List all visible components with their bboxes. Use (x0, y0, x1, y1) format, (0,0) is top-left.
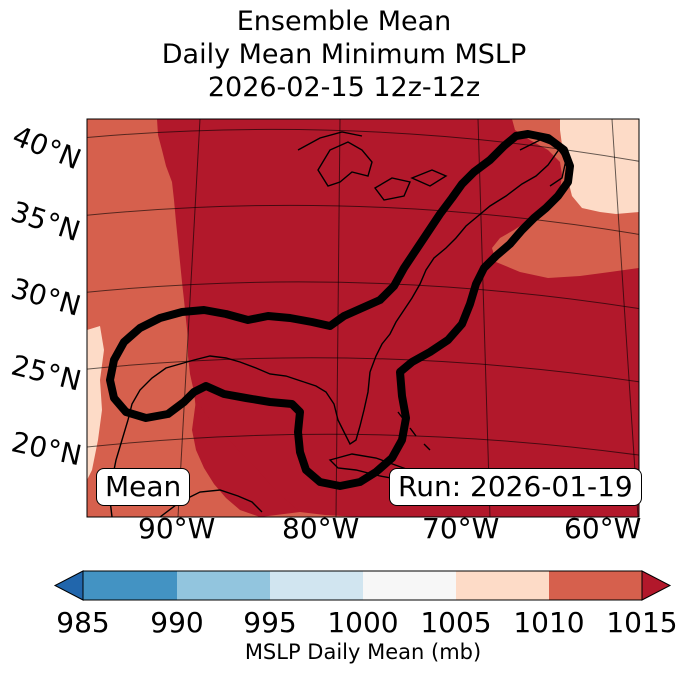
colorbar-frame (82, 570, 643, 601)
title-line-3: 2026-02-15 12z-12z (207, 72, 481, 103)
colorbar-seg-1000-1005 (363, 571, 456, 600)
colorbar-extend-high (641, 570, 672, 601)
lat-line-30 (87, 281, 639, 310)
lon-line-60 (611, 119, 639, 517)
colorbar-tick-1005: 1005 (420, 606, 492, 639)
colorbar-tick-995: 995 (243, 606, 297, 639)
colorbar-seg-995-1000 (270, 571, 363, 600)
lat-line-40 (87, 128, 639, 162)
colorbar-seg-985-990 (83, 571, 177, 600)
lon-line-70 (477, 119, 491, 517)
run-date-box: Run: 2026-01-19 (389, 468, 642, 506)
title-line-2: Daily Mean Minimum MSLP (161, 39, 527, 70)
lon-label-60w: 60°W (564, 512, 642, 545)
threshold-contour (106, 130, 574, 490)
us-east-coast (369, 147, 561, 373)
title-line-1: Ensemble Mean (236, 6, 452, 37)
colorbar-tick-1015: 1015 (606, 606, 678, 639)
lat-line-20 (87, 433, 639, 456)
colorbar-tick-985: 985 (56, 606, 110, 639)
lat-line-35 (87, 204, 639, 235)
lon-label-80w: 80°W (282, 512, 360, 545)
mslp-field-1005-1010-ne (560, 119, 639, 214)
colorbar-seg-1010-1015 (549, 571, 642, 600)
colorbar-label: MSLP Daily Mean (mb) (244, 640, 482, 664)
mslp-field-above-1015-sw (192, 400, 300, 517)
gulf-coast (127, 355, 305, 421)
lake-ontario (410, 169, 448, 187)
lake-michigan-superior (317, 141, 373, 187)
lon-label-70w: 70°W (422, 512, 500, 545)
colorbar-seg-990-995 (177, 571, 270, 600)
colorbar-seg-1005-1010 (456, 571, 549, 600)
mslp-field-1005-1010-w (87, 326, 104, 480)
lon-label-90w: 90°W (138, 512, 216, 545)
lat-line-25 (87, 357, 639, 383)
colorbar (53, 570, 672, 601)
mean-label-box: Mean (96, 468, 191, 506)
colorbar-tick-1000: 1000 (327, 606, 399, 639)
florida-coast (303, 371, 371, 446)
map-panel (87, 119, 639, 517)
map-frame (86, 118, 640, 518)
colorbar-extend-low (53, 570, 84, 601)
lake-erie (373, 177, 411, 201)
colorbar-tick-1010: 1010 (513, 606, 585, 639)
lon-line-90 (177, 119, 201, 517)
colorbar-tick-990: 990 (150, 606, 204, 639)
lake-superior-shore (297, 131, 363, 151)
